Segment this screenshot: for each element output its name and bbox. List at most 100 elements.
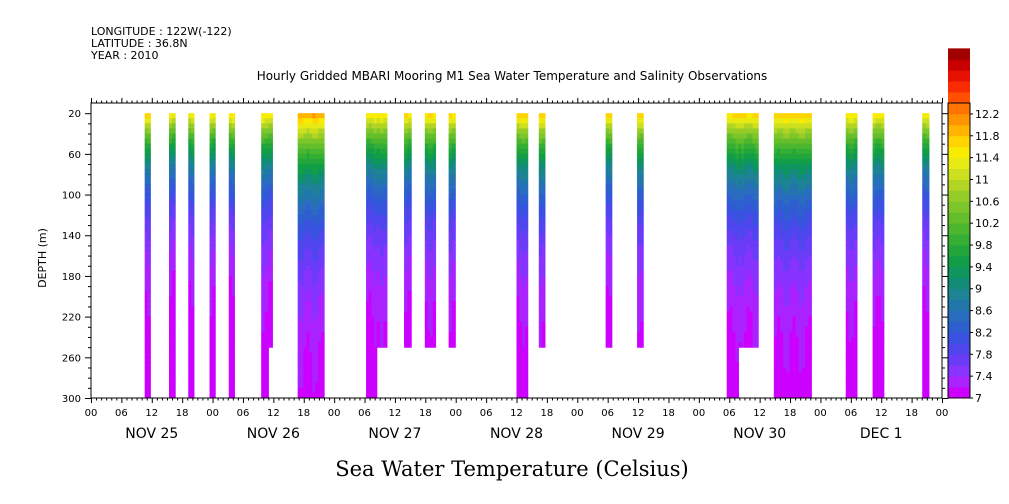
data-segment	[404, 113, 412, 348]
day-label: NOV 30	[733, 426, 786, 442]
colorbar-swatch	[948, 135, 970, 148]
y-tick-label: 180	[62, 272, 81, 283]
x-tick-label: 18	[662, 408, 675, 419]
x-tick-label: 12	[510, 408, 523, 419]
data-segment	[209, 113, 216, 398]
x-tick-label: 06	[237, 408, 250, 419]
plot-area	[90, 102, 943, 399]
x-tick-label: 00	[814, 408, 827, 419]
day-label: NOV 28	[490, 426, 543, 442]
data-segment	[538, 113, 546, 348]
data-segment	[845, 113, 858, 398]
x-tick-label: 12	[632, 408, 645, 419]
colorbar-swatch	[948, 245, 970, 257]
colorbar-swatch	[948, 299, 970, 311]
x-tick-label: 12	[389, 408, 402, 419]
data-segment	[297, 113, 325, 398]
data-segment	[228, 113, 235, 398]
colorbar-label: 9	[975, 283, 982, 296]
x-tick-label: 00	[692, 408, 705, 419]
data-segment	[261, 113, 269, 398]
latitude-label: LATITUDE : 36.8N	[91, 37, 188, 50]
colorbar-label: 7.8	[975, 348, 993, 361]
x-tick-label: 06	[480, 408, 493, 419]
day-label: NOV 29	[612, 426, 665, 442]
colorbar-label: 11.4	[975, 152, 1000, 165]
data-segment	[922, 113, 930, 398]
x-tick-label: 06	[723, 408, 736, 419]
colorbar-label: 7	[975, 392, 982, 405]
y-tick-label: 100	[62, 191, 81, 202]
x-tick-label: 06	[844, 408, 857, 419]
y-axis: 20 60 100 140 180 220 260 300	[62, 109, 948, 405]
colorbar-label: 10.2	[975, 217, 1000, 230]
x-tick-label: 18	[905, 408, 918, 419]
y-tick-label: 300	[62, 394, 81, 405]
x-tick-label: 06	[601, 408, 614, 419]
data-segment	[144, 113, 151, 398]
data-segment	[605, 113, 613, 348]
colorbar-swatch	[948, 81, 970, 93]
x-tick-label: 12	[875, 408, 888, 419]
data-segment	[773, 113, 812, 398]
y-tick-label: 20	[68, 109, 81, 120]
year-label: YEAR : 2010	[90, 49, 159, 62]
data-segment	[376, 113, 388, 348]
colorbar-swatch	[948, 354, 970, 366]
colorbar-swatch	[948, 288, 970, 301]
y-tick-label: 220	[62, 313, 81, 324]
data-segment	[872, 113, 885, 398]
x-tick-label: 00	[936, 408, 949, 419]
colorbar-label: 7.4	[975, 370, 993, 383]
data-segment	[169, 113, 176, 398]
colorbar-label: 12.2	[975, 108, 1000, 121]
data-segment	[424, 113, 437, 348]
x-tick-label: 00	[571, 408, 584, 419]
colorbar-swatch	[948, 179, 970, 191]
colorbar-swatch	[948, 365, 970, 377]
colorbar-swatch	[948, 212, 970, 224]
day-label: NOV 25	[125, 426, 178, 442]
y-tick-label: 60	[68, 150, 81, 161]
data-segment	[268, 113, 273, 348]
x-tick-label: 18	[541, 408, 554, 419]
data-segment	[726, 113, 739, 398]
x-tick-label: 12	[753, 408, 766, 419]
colorbar-swatch	[948, 201, 970, 213]
x-axis: 00 06 12 18 00 06 12 18 00 06 12 18 00 06 12 18 00 06 12 18…	[85, 98, 949, 442]
colorbar-swatch	[948, 124, 970, 137]
colorbar-swatch	[948, 266, 970, 279]
colorbar-swatch	[948, 376, 970, 388]
colorbar-swatch	[948, 157, 970, 169]
colorbar-swatch	[948, 332, 970, 344]
x-tick-label: 18	[297, 408, 310, 419]
colorbar-label: 11.8	[975, 130, 1000, 143]
colorbar-swatch	[948, 168, 970, 180]
x-tick-label: 18	[784, 408, 797, 419]
data-segment	[738, 113, 759, 348]
y-tick-label: 260	[62, 353, 81, 364]
data-segment	[366, 113, 378, 398]
x-tick-label: 18	[419, 408, 432, 419]
data-segment	[637, 113, 644, 348]
x-tick-label: 00	[328, 408, 341, 419]
colorbar-swatch	[948, 234, 970, 246]
y-tick-label: 140	[62, 231, 81, 242]
data-segment	[188, 113, 195, 398]
colorbar-label: 9.8	[975, 239, 993, 252]
x-tick-label: 00	[449, 408, 462, 419]
colorbar-swatch	[948, 310, 970, 322]
colorbar-swatch	[948, 255, 970, 268]
colorbar-swatch	[948, 103, 970, 115]
data-segment	[516, 113, 529, 398]
day-label: DEC 1	[860, 426, 903, 442]
colorbar-swatch	[948, 190, 970, 202]
longitude-label: LONGITUDE : 122W(-122)	[91, 25, 232, 38]
colorbar-swatch	[948, 277, 970, 290]
colorbar-label: 9.4	[975, 261, 993, 274]
x-tick-label: 00	[85, 408, 98, 419]
x-axis-title: Sea Water Temperature (Celsius)	[335, 457, 689, 481]
colorbar-swatch	[948, 92, 970, 104]
colorbar-swatch	[948, 223, 970, 235]
